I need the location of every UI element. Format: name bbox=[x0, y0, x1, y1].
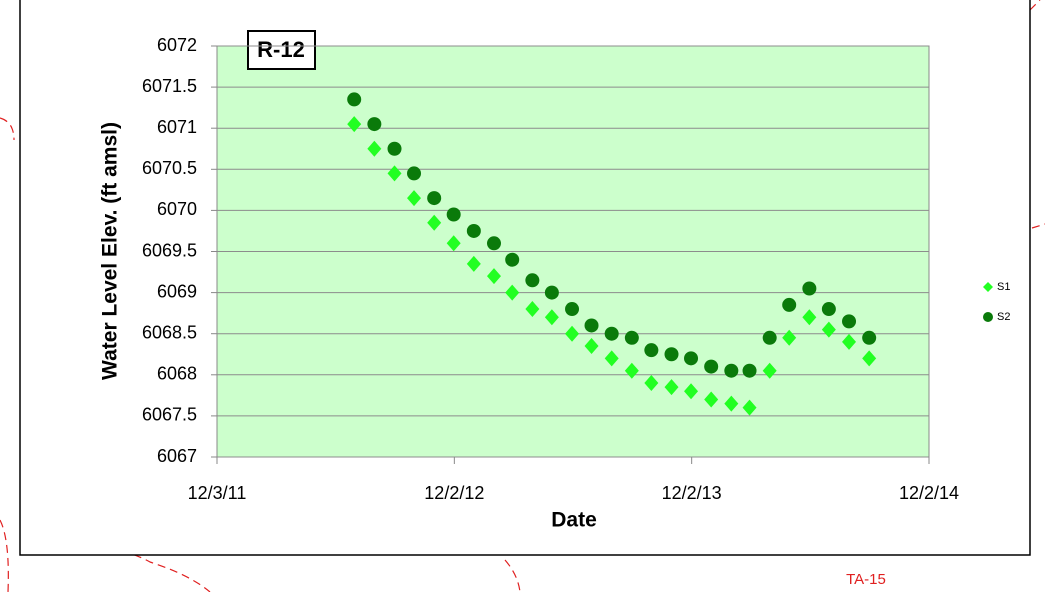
map-boundary bbox=[504, 559, 521, 592]
y-tick-label: 6070.5 bbox=[142, 158, 197, 178]
data-point bbox=[762, 330, 777, 345]
data-point bbox=[565, 325, 580, 342]
data-point bbox=[842, 314, 857, 329]
map-label: TA-15 bbox=[846, 571, 886, 588]
data-point bbox=[604, 326, 619, 341]
data-point bbox=[387, 165, 402, 182]
y-tick-label: 6071 bbox=[157, 117, 197, 137]
data-point bbox=[446, 235, 461, 252]
y-tick-label: 6067 bbox=[157, 446, 197, 466]
data-point bbox=[624, 362, 639, 379]
data-point bbox=[644, 375, 659, 392]
x-tick-label: 12/2/14 bbox=[899, 483, 959, 503]
data-point bbox=[742, 363, 757, 378]
data-point bbox=[446, 207, 461, 222]
data-point bbox=[466, 255, 481, 272]
data-point bbox=[842, 333, 857, 350]
data-point bbox=[782, 297, 797, 312]
y-tick-label: 6068 bbox=[157, 364, 197, 384]
y-tick-label: 6072 bbox=[157, 35, 197, 55]
data-point bbox=[486, 236, 501, 251]
data-point bbox=[584, 338, 599, 355]
data-point bbox=[762, 362, 777, 379]
x-tick-label: 12/2/12 bbox=[424, 483, 484, 503]
title-box bbox=[247, 30, 316, 70]
y-tick-label: 6069.5 bbox=[142, 240, 197, 260]
x-tick-label: 12/3/11 bbox=[188, 483, 247, 503]
data-point bbox=[584, 318, 599, 333]
chart-title: R-12 bbox=[257, 37, 305, 62]
data-point bbox=[742, 399, 757, 416]
data-point bbox=[347, 116, 362, 133]
data-point bbox=[486, 268, 501, 285]
data-point bbox=[544, 285, 559, 300]
data-point bbox=[664, 379, 679, 396]
data-point bbox=[505, 252, 520, 267]
data-point bbox=[427, 191, 442, 206]
map-boundary bbox=[1029, 0, 1041, 11]
data-point bbox=[387, 141, 402, 156]
data-point bbox=[802, 309, 817, 326]
y-tick-label: 6069 bbox=[157, 281, 197, 301]
data-point bbox=[525, 301, 540, 318]
data-point bbox=[604, 350, 619, 367]
map-boundary bbox=[19, 527, 211, 592]
data-point bbox=[821, 302, 836, 317]
y-axis-title: Water Level Elev. (ft amsl) bbox=[99, 122, 122, 380]
data-point bbox=[407, 190, 422, 207]
data-point bbox=[427, 214, 442, 231]
legend-label: S2 bbox=[997, 311, 1010, 323]
data-point bbox=[624, 330, 639, 345]
x-axis-title: Date bbox=[551, 509, 597, 532]
data-point bbox=[821, 321, 836, 338]
data-point bbox=[782, 329, 797, 346]
data-point bbox=[466, 223, 481, 238]
data-point bbox=[862, 330, 877, 345]
data-point bbox=[664, 347, 679, 362]
data-point bbox=[505, 284, 520, 301]
y-tick-label: 6068.5 bbox=[142, 322, 197, 342]
data-point bbox=[544, 309, 559, 326]
y-tick-label: 6071.5 bbox=[142, 76, 197, 96]
legend-label: S1 bbox=[997, 281, 1010, 293]
y-tick-label: 6067.5 bbox=[142, 405, 197, 425]
data-point bbox=[525, 273, 540, 288]
data-point bbox=[684, 383, 699, 400]
legend-marker bbox=[983, 312, 993, 322]
map-boundary bbox=[1031, 223, 1045, 229]
data-point bbox=[347, 92, 362, 107]
y-tick-label: 6070 bbox=[157, 199, 197, 219]
data-point bbox=[862, 350, 877, 367]
legend-marker bbox=[983, 282, 993, 292]
map-boundary bbox=[0, 117, 15, 141]
data-point bbox=[704, 359, 719, 374]
map-boundary bbox=[0, 519, 9, 592]
data-point bbox=[565, 302, 580, 317]
x-tick-label: 12/2/13 bbox=[662, 483, 722, 503]
data-point bbox=[644, 343, 659, 358]
data-point bbox=[724, 363, 739, 378]
data-point bbox=[367, 140, 382, 157]
data-point bbox=[724, 395, 739, 412]
data-point bbox=[802, 281, 817, 296]
data-point bbox=[684, 351, 699, 366]
data-point bbox=[407, 166, 422, 181]
data-point bbox=[367, 117, 382, 132]
data-point bbox=[704, 391, 719, 408]
